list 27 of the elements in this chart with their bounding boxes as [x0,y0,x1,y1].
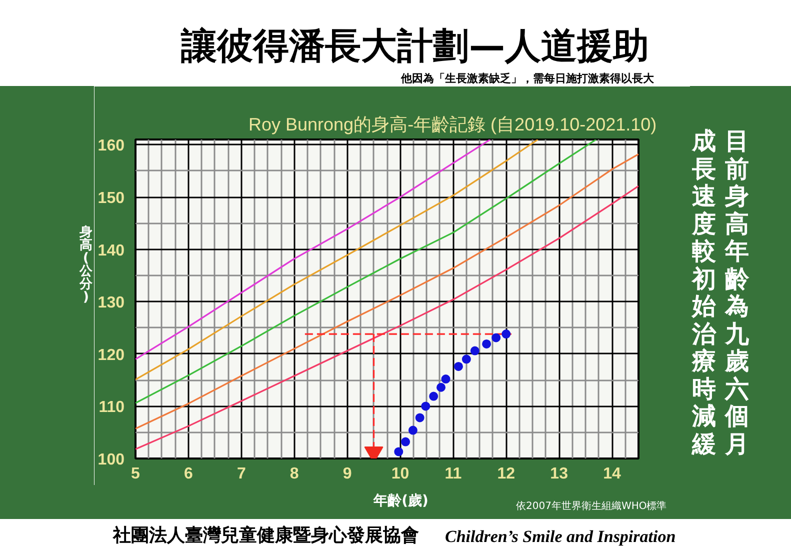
x-tick-label: 7 [236,466,246,482]
y-tick-label: 130 [98,294,125,312]
text: 讓彼得潘長大計劃—人道援助 [180,26,650,67]
x-tick-label: 11 [444,466,462,482]
x-axis-title: 年齡(歲) [372,493,430,510]
x-tick-label: 5 [131,466,140,482]
text: Children’s Smile and Inspiration [445,526,676,548]
x-tick-label: 8 [290,466,299,482]
x-tick-label: 12 [497,466,516,482]
y-tick-label: 120 [98,346,125,364]
text: 成長速度較初始治療時減緩 [692,127,716,458]
x-tick-label: 9 [342,466,352,482]
x-tick-label: 13 [550,466,568,482]
y-axis-title: 身高(公分) [78,225,94,305]
text: 他因為「生長激素缺乏」，需每日施打激素得以長大 [401,72,654,86]
y-tick-label: 140 [98,242,125,260]
chart-title: Roy Bunrong的身高-年齡記錄 (自2019.10-2021.10) [248,114,657,134]
y-tick-label: 100 [98,452,125,468]
y-tick-label: 150 [98,190,125,208]
y-tick-label: 160 [98,138,125,155]
x-tick-label: 10 [391,466,410,482]
x-tick-label: 6 [184,466,193,482]
text: 社團法人臺灣兒童健康暨身心發展協會 [113,525,419,547]
y-tick-label: 110 [98,399,125,416]
text: 依2007年世界衛生組織WHO標準 [516,500,667,513]
text: 目前身高年齡為九歲六個月 [725,127,749,458]
x-tick-label: 14 [603,466,622,482]
